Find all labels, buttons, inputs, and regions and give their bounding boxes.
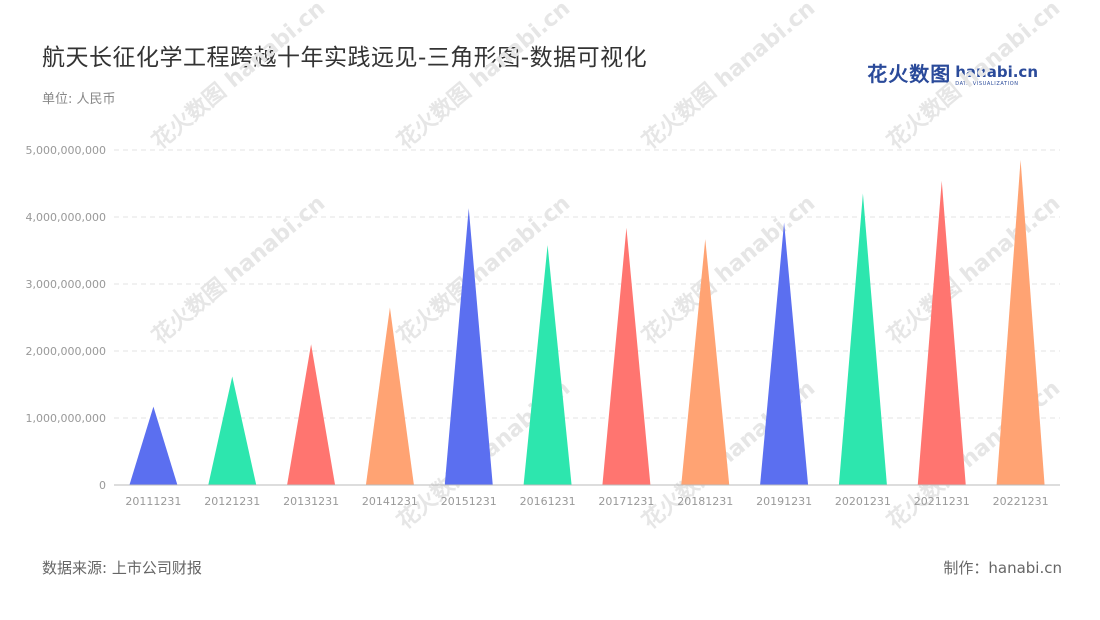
triangle-bar[interactable] <box>838 193 887 486</box>
triangle-bar[interactable] <box>760 222 809 486</box>
y-tick-label: 0 <box>99 479 106 492</box>
brand-logo[interactable]: 花火数图 hanabi.cn DATA VISUALIZATION <box>867 58 1038 87</box>
y-tick-label: 3,000,000,000 <box>26 278 106 291</box>
triangle-bar[interactable] <box>287 344 336 485</box>
triangle-bar[interactable] <box>523 245 572 485</box>
x-tick-label: 20121231 <box>204 495 260 508</box>
triangle-bar[interactable] <box>208 376 257 485</box>
x-tick-label: 20111231 <box>125 495 181 508</box>
data-source: 数据来源: 上市公司财报 <box>42 559 202 577</box>
y-tick-label: 5,000,000,000 <box>26 144 106 157</box>
logo-subtitle: DATA VISUALIZATION <box>955 81 1019 87</box>
bars <box>129 160 1045 486</box>
maker-credit: 制作：hanabi.cn <box>943 559 1062 577</box>
y-tick-label: 4,000,000,000 <box>26 211 106 224</box>
x-tick-label: 20131231 <box>283 495 339 508</box>
x-tick-label: 20161231 <box>520 495 576 508</box>
x-tick-label: 20201231 <box>835 495 891 508</box>
triangle-bar[interactable] <box>602 227 651 485</box>
y-axis-ticks: 0 1,000,000,000 2,000,000,000 3,000,000,000… <box>26 144 106 492</box>
triangle-bar[interactable] <box>996 160 1045 486</box>
x-tick-label: 20221231 <box>993 495 1049 508</box>
y-tick-label: 2,000,000,000 <box>26 345 106 358</box>
triangle-bar[interactable] <box>681 239 730 485</box>
unit-label: 单位: 人民币 <box>42 92 116 107</box>
watermark-text: 花火数图 hanabi.cn <box>637 0 820 155</box>
y-tick-label: 1,000,000,000 <box>26 412 106 425</box>
x-tick-label: 20181231 <box>677 495 733 508</box>
grid-lines <box>114 149 1060 419</box>
watermark-text: 花火数图 hanabi.cn <box>147 190 330 349</box>
watermark-text: 花火数图 hanabi.cn <box>882 190 1065 349</box>
triangle-bar[interactable] <box>917 180 966 485</box>
logo-text-cn: 花火数图 <box>867 62 952 86</box>
x-tick-label: 20211231 <box>914 495 970 508</box>
x-tick-label: 20191231 <box>756 495 812 508</box>
triangle-bar[interactable] <box>129 406 178 485</box>
x-tick-label: 20171231 <box>598 495 654 508</box>
x-tick-label: 20151231 <box>441 495 497 508</box>
logo-text-en: hanabi.cn <box>955 63 1038 81</box>
chart-title: 航天长征化学工程跨越十年实践远见-三角形图-数据可视化 <box>42 45 648 71</box>
x-tick-label: 20141231 <box>362 495 418 508</box>
watermark-text: 花火数图 hanabi.cn <box>147 0 330 155</box>
watermark-text: 花火数图 hanabi.cn <box>392 0 575 155</box>
x-axis-ticks: 20111231 20121231 20131231 20141231 20151231… <box>125 495 1048 508</box>
watermark-text: 花火数图 hanabi.cn <box>882 0 1065 155</box>
logo-en-block: hanabi.cn DATA VISUALIZATION <box>955 65 1038 87</box>
triangle-bar[interactable] <box>365 307 414 485</box>
triangle-bar[interactable] <box>444 208 493 486</box>
